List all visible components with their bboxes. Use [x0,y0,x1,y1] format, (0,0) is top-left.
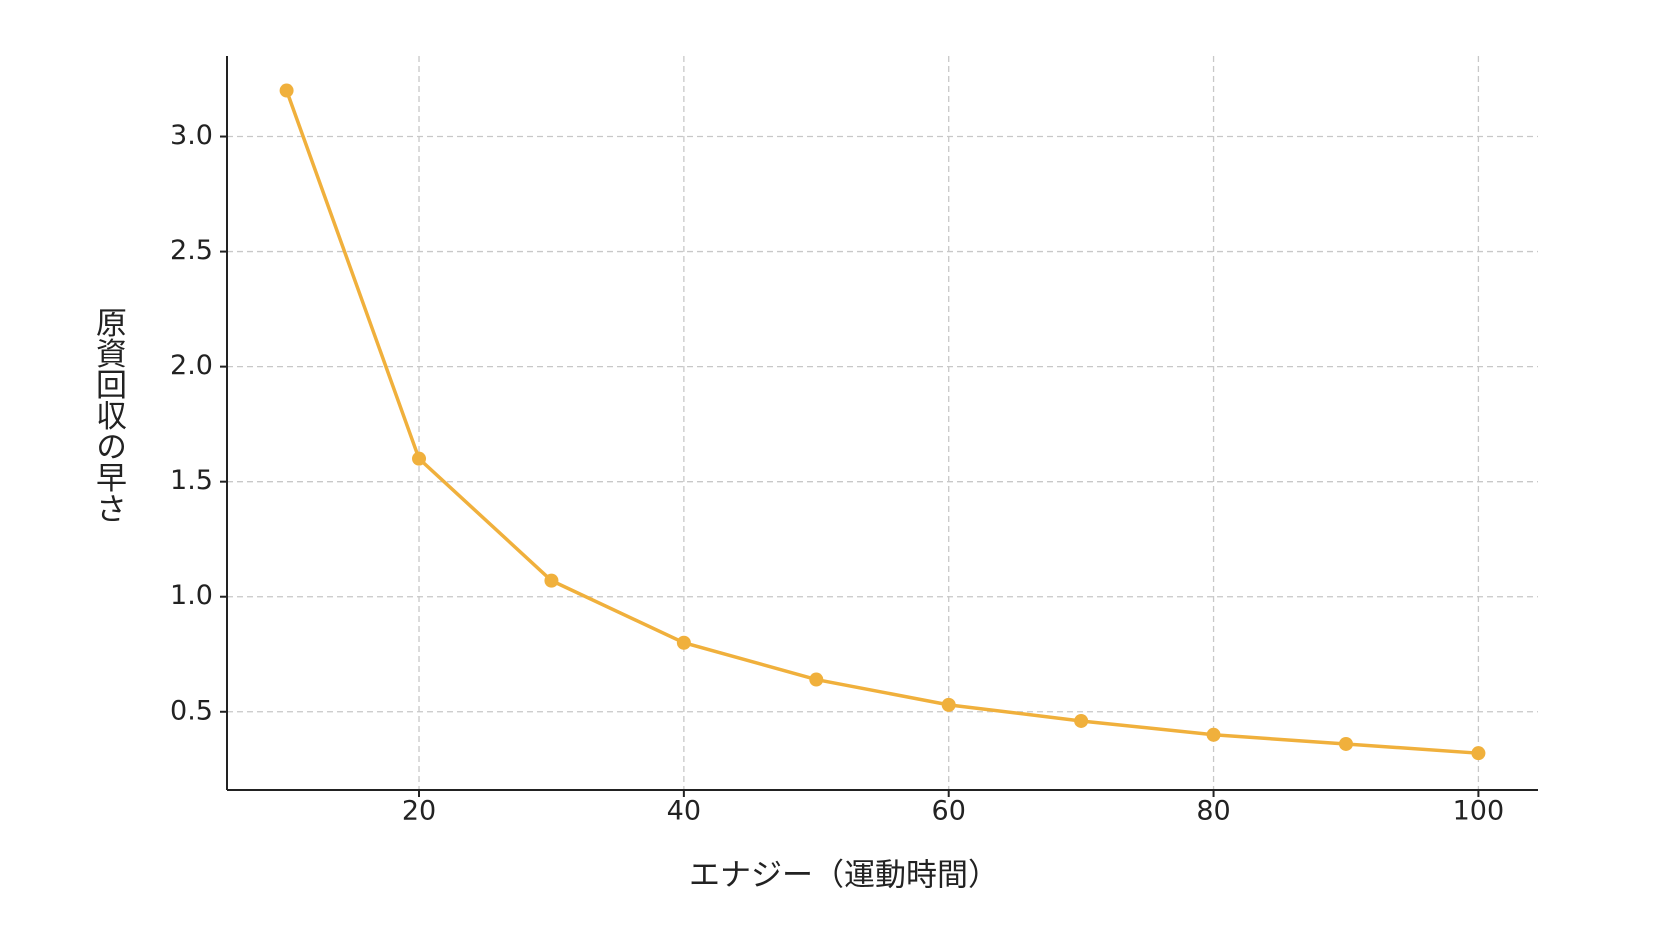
point [941,697,956,712]
x-tick-label: 20 [402,796,436,827]
point [1471,746,1486,761]
point [676,635,691,650]
y-tick-label: 1.5 [170,465,213,496]
x-tick-label: 80 [1196,796,1230,827]
y-tick-label: 1.0 [170,580,213,611]
y-tick-label: 0.5 [170,695,213,726]
y-tick-label: 3.0 [170,120,213,151]
point [544,573,559,588]
y-tick-label: 2.0 [170,350,213,381]
point [279,83,294,98]
x-tick-label: 100 [1453,796,1505,827]
y-tick-label: 2.5 [170,235,213,266]
x-tick-label: 40 [667,796,701,827]
line [284,89,1479,755]
point [1338,736,1353,751]
point [1074,713,1089,728]
point [1206,727,1221,742]
x-axis-label: エナジー（運動時間） [689,858,999,894]
y-axis-label: 原資回収の早さ [90,307,126,524]
point [809,672,824,687]
point [412,451,427,466]
x-tick-label: 60 [932,796,966,827]
